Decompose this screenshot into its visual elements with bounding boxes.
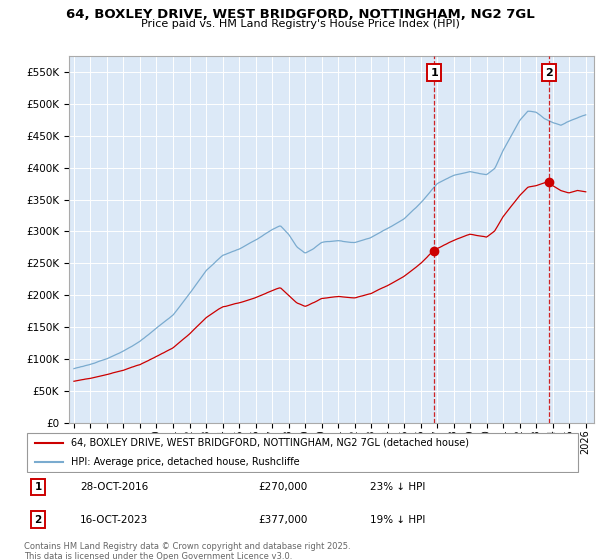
Text: Price paid vs. HM Land Registry's House Price Index (HPI): Price paid vs. HM Land Registry's House …	[140, 19, 460, 29]
Text: 64, BOXLEY DRIVE, WEST BRIDGFORD, NOTTINGHAM, NG2 7GL (detached house): 64, BOXLEY DRIVE, WEST BRIDGFORD, NOTTIN…	[71, 437, 469, 447]
Text: 23% ↓ HPI: 23% ↓ HPI	[370, 482, 425, 492]
Text: 1: 1	[430, 68, 438, 77]
Text: 16-OCT-2023: 16-OCT-2023	[80, 515, 148, 525]
Text: 1: 1	[34, 482, 41, 492]
Text: 19% ↓ HPI: 19% ↓ HPI	[370, 515, 425, 525]
Text: Contains HM Land Registry data © Crown copyright and database right 2025.
This d: Contains HM Land Registry data © Crown c…	[24, 542, 350, 560]
Text: 2: 2	[545, 68, 553, 77]
Text: £270,000: £270,000	[259, 482, 308, 492]
Text: 28-OCT-2016: 28-OCT-2016	[80, 482, 148, 492]
FancyBboxPatch shape	[27, 433, 578, 472]
Text: HPI: Average price, detached house, Rushcliffe: HPI: Average price, detached house, Rush…	[71, 457, 300, 467]
Text: 2: 2	[34, 515, 41, 525]
Text: 64, BOXLEY DRIVE, WEST BRIDGFORD, NOTTINGHAM, NG2 7GL: 64, BOXLEY DRIVE, WEST BRIDGFORD, NOTTIN…	[65, 8, 535, 21]
Text: £377,000: £377,000	[259, 515, 308, 525]
